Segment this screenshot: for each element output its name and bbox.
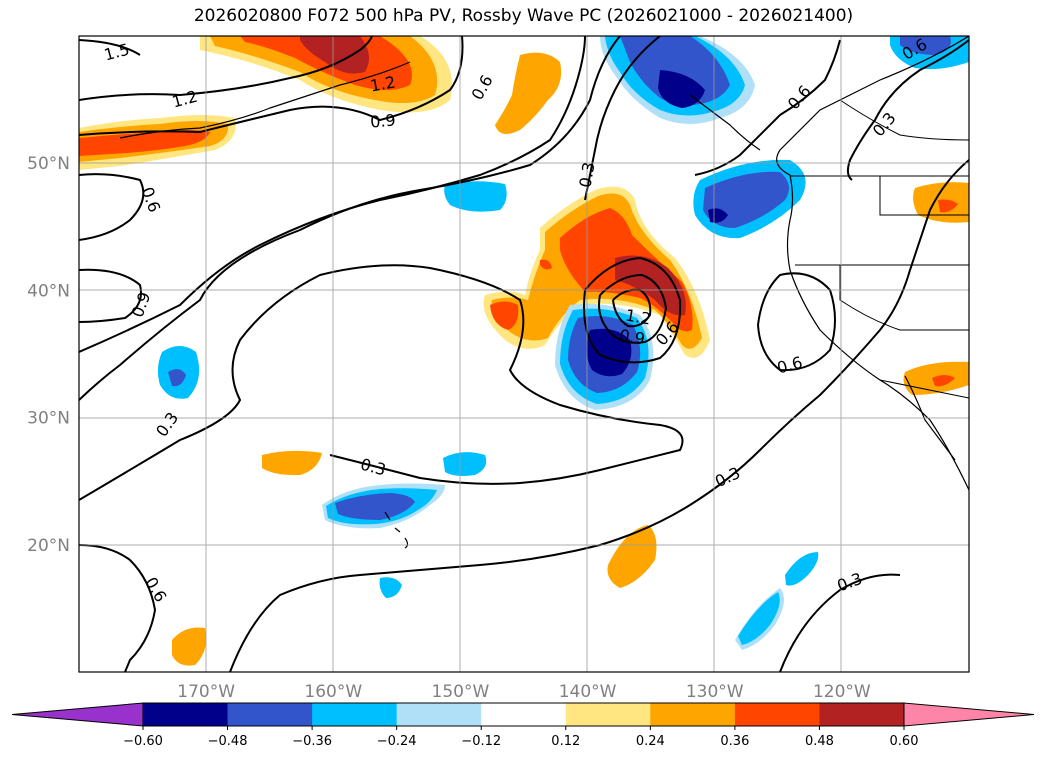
colorbar-bin: [565, 703, 651, 726]
latitude-tick-labels: 20°N 30°N 40°N 50°N: [27, 154, 70, 556]
lon-tick-label: 160°W: [304, 682, 362, 702]
colorbar-tick-label: 0.24: [636, 734, 665, 749]
contour-label: 1.2: [369, 72, 397, 95]
contour-label: 1.2: [624, 305, 652, 328]
colorbar-bin: [312, 703, 398, 726]
lat-tick-label: 20°N: [27, 536, 70, 556]
lon-tick-label: 170°W: [177, 682, 235, 702]
colorbar-extend-high: [903, 702, 1035, 727]
contour-label: 0.3: [575, 161, 598, 189]
gridlines: [79, 36, 969, 672]
colorbar-extend-low: [11, 702, 144, 727]
colorbar-tick-label: −0.60: [123, 734, 163, 749]
colorbar-tick-label: −0.12: [461, 734, 501, 749]
negative-anomaly-southeast: [735, 552, 819, 650]
colorbar-tick-label: 0.60: [890, 734, 919, 749]
colorbar-bin: [819, 703, 905, 726]
negative-anomaly-hawaii: [322, 452, 487, 598]
negative-anomaly-bc: [600, 36, 969, 124]
colorbar-tick-label: 0.12: [551, 734, 580, 749]
lon-tick-label: 120°W: [813, 682, 871, 702]
contour-label: 0.9: [618, 325, 646, 348]
lon-tick-label: 130°W: [686, 682, 744, 702]
colorbar-tick-label: −0.36: [292, 734, 332, 749]
longitude-tick-labels: 170°W 160°W 150°W 140°W 130°W 120°W: [177, 682, 871, 702]
colorbar-tick-label: 0.48: [805, 734, 834, 749]
map-frame: [78, 35, 970, 673]
pv-contours: [79, 36, 969, 672]
colorbar-tick-label: −0.48: [208, 734, 248, 749]
colorbar: −0.60 −0.48 −0.36 −0.24 −0.12 0.12 0.24 0.36 0.4…: [11, 702, 1035, 749]
colorbar-bin: [734, 703, 820, 726]
positive-anomaly-west: [262, 450, 322, 476]
chart-title: 2026020800 F072 500 hPa PV, Rossby Wave …: [193, 6, 854, 26]
borders: [790, 99, 969, 399]
negative-anomaly-dateline: [157, 346, 200, 399]
positive-anomaly-southwest: [172, 627, 207, 666]
lat-tick-label: 50°N: [27, 154, 70, 174]
contour-label: 0.9: [369, 110, 396, 131]
colorbar-frame: [142, 702, 905, 727]
shaded-anomalies: [79, 36, 969, 672]
colorbar-bin: [227, 703, 313, 726]
positive-anomaly-central: [483, 186, 710, 358]
colorbar-bin: [143, 703, 229, 726]
colorbar-bin: [396, 703, 482, 726]
lon-tick-label: 140°W: [559, 682, 617, 702]
lat-tick-label: 30°N: [27, 409, 70, 429]
colorbar-bin: [650, 703, 736, 726]
negative-anomaly-oregon: [693, 159, 806, 239]
positive-anomaly-gulf: [495, 52, 562, 134]
colorbar-tick-label: −0.24: [377, 734, 417, 749]
positive-anomaly-south: [607, 525, 657, 588]
lon-tick-label: 150°W: [432, 682, 490, 702]
lat-tick-label: 40°N: [27, 281, 70, 301]
colorbar-tick-label: 0.36: [720, 734, 749, 749]
colorbar-bin: [481, 703, 567, 726]
